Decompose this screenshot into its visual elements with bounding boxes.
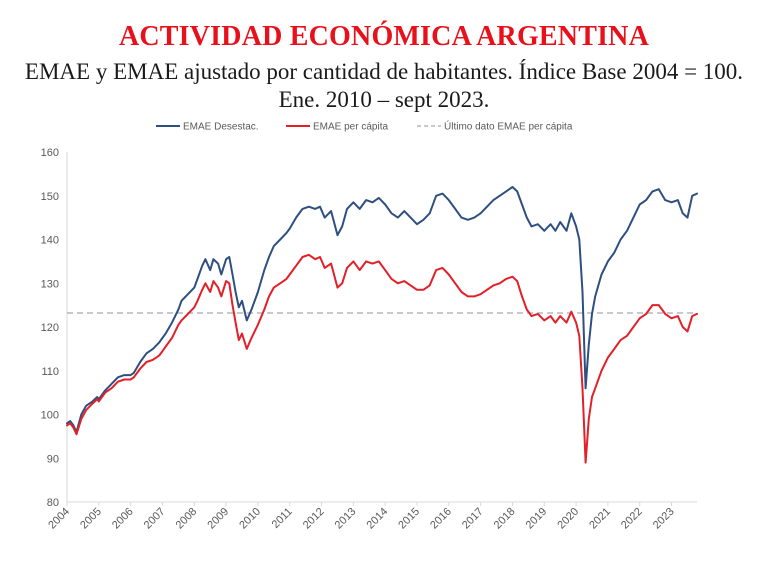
y-tick-label: 80: [47, 497, 59, 509]
y-tick-label: 90: [47, 453, 59, 465]
y-tick-label: 150: [41, 191, 59, 203]
y-tick-label: 120: [41, 322, 59, 334]
y-tick-label: 110: [41, 366, 59, 378]
series-emae-line: [66, 186, 698, 433]
y-tick-label: 160: [41, 147, 59, 159]
y-tick-label: 130: [41, 278, 59, 290]
x-tick-label: 2016: [428, 506, 454, 532]
y-tick-label: 100: [41, 410, 59, 422]
x-tick-label: 2022: [619, 506, 645, 532]
legend-label-last-value: Último dato EMAE per cápita: [444, 120, 573, 133]
x-tick-label: 2019: [524, 506, 550, 532]
y-tick-label: 140: [41, 235, 59, 247]
x-tick-label: 2017: [460, 506, 486, 532]
series-layer: [66, 186, 698, 464]
x-tick-label: 2007: [142, 506, 168, 532]
x-tick-label: 2006: [110, 506, 136, 532]
x-tick-label: 2021: [587, 506, 613, 532]
legend-label-emae: EMAE Desestac.: [183, 122, 259, 133]
chart-subtitle: EMAE y EMAE ajustado por cantidad de hab…: [24, 59, 744, 112]
x-tick-label: 2008: [174, 506, 200, 532]
x-tick-label: 2023: [651, 506, 677, 532]
x-tick-label: 2005: [78, 506, 104, 532]
x-tick-label: 2012: [301, 506, 327, 532]
x-tick-label: 2009: [205, 506, 231, 532]
x-tick-label: 2020: [555, 506, 581, 532]
legend: EMAE Desestac. EMAE per cápita Último da…: [156, 120, 573, 133]
x-tick-label: 2004: [46, 506, 72, 532]
series-per-capita-line: [66, 253, 698, 464]
x-tick-label: 2010: [237, 506, 263, 532]
x-tick-label: 2011: [270, 506, 295, 531]
x-tick-label: 2013: [333, 506, 359, 532]
x-tick-label: 2018: [492, 506, 518, 532]
legend-label-per-capita: EMAE per cápita: [313, 122, 388, 133]
x-tick-label: 2014: [365, 506, 391, 532]
x-tick-label: 2015: [396, 506, 422, 532]
chart-title: ACTIVIDAD ECONÓMICA ARGENTINA: [118, 21, 650, 52]
